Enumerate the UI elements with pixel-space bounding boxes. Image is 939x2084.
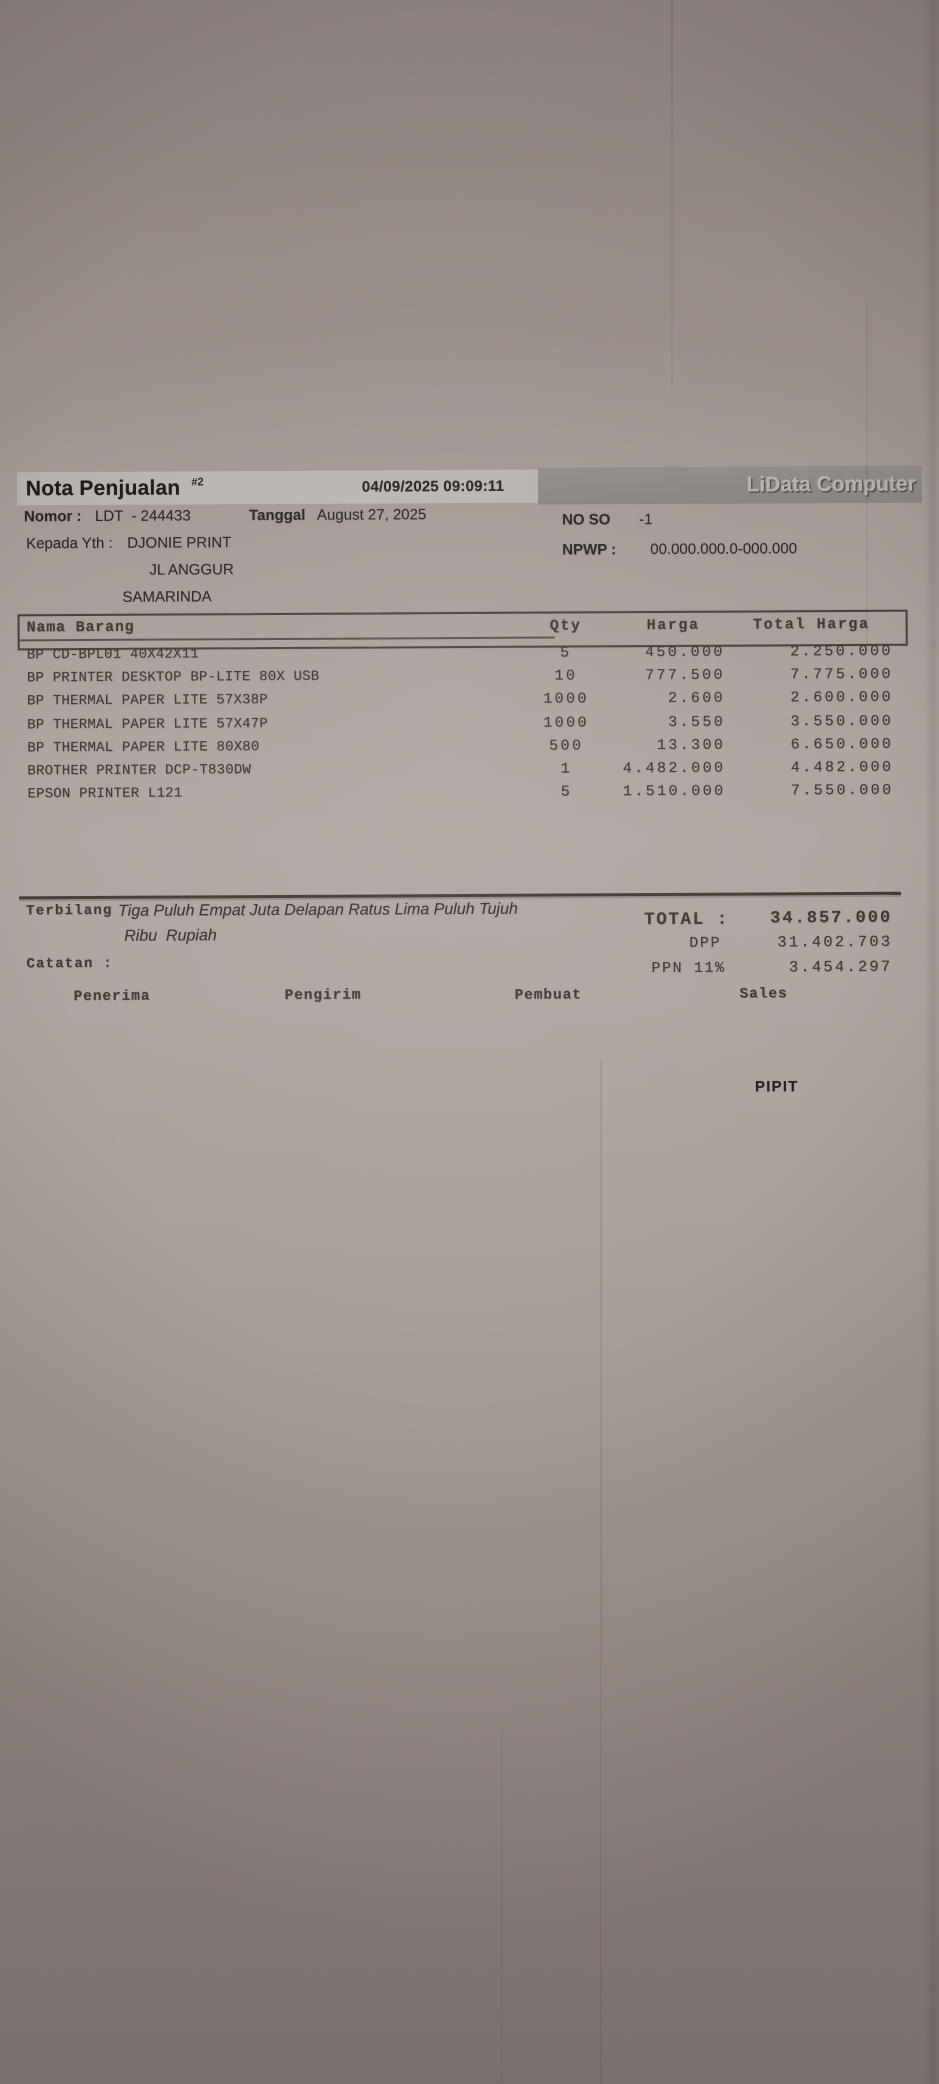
cell-name: BP THERMAL PAPER LITE 80X80 — [27, 738, 260, 757]
ppn-label: PPN 11% — [651, 959, 726, 978]
cell-name: BP THERMAL PAPER LITE 57X38P — [26, 692, 268, 710]
total-value: 34.857.000 — [770, 908, 893, 929]
tanggal-label: Tanggal — [248, 506, 306, 525]
cell-total: 4.482.000 — [790, 758, 894, 777]
cell-name: EPSON PRINTER L121 — [27, 785, 183, 803]
cell-price: 1.510.000 — [622, 782, 726, 801]
total-label: TOTAL : — [644, 909, 729, 931]
table-row: EPSON PRINTER L121 5 1.510.000 7.550.000 — [0, 0, 935, 803]
nomor-value: LDT - 244433 — [94, 507, 191, 525]
document-title: Nota Penjualan — [25, 476, 181, 500]
cell-price: 450.000 — [644, 643, 725, 662]
cell-price: 2.600 — [667, 690, 726, 708]
column-header-total: Total Harga — [752, 615, 870, 634]
summary-divider-rule — [19, 891, 902, 900]
print-timestamp: 04/09/2025 09:09:11 — [361, 477, 505, 496]
noso-value: -1 — [639, 511, 653, 529]
amount-in-words-line2: Ribu Rupiah — [124, 927, 217, 945]
table-row: BP THERMAL PAPER LITE 80X80 500 13.300 6.65… — [0, 0, 935, 757]
catatan-label: Catatan : — [26, 955, 113, 973]
dpp-value: 31.402.703 — [777, 932, 893, 952]
ppn-value: 3.454.297 — [788, 957, 893, 977]
customer-address-line2: JL ANGGUR — [149, 561, 234, 579]
table-row: BP PRINTER DESKTOP BP-LITE 80X USB 10 777.… — [0, 0, 935, 687]
table-row: BP THERMAL PAPER LITE 57X47P 1000 3.550 3.5… — [0, 0, 935, 733]
cell-name: BROTHER PRINTER DCP-T830DW — [27, 762, 252, 780]
noso-label: NO SO — [562, 511, 611, 529]
cell-total: 3.550.000 — [790, 712, 894, 730]
customer-name: DJONIE PRINT — [127, 534, 232, 552]
table-row: BP CD-BPL01 40X42X11 5 450.000 2.250.000 — [0, 0, 935, 664]
cell-price: 777.500 — [645, 666, 725, 685]
npwp-value: 00.000.000.0-000.000 — [650, 540, 798, 559]
nomor-label: Nomor : — [23, 508, 82, 526]
table-row: BP THERMAL PAPER LITE 57X38P 1000 2.600 2.6… — [0, 0, 935, 710]
signature-pembuat: Pembuat — [514, 987, 582, 1004]
cell-total: 2.600.000 — [790, 689, 894, 707]
dpp-label: DPP — [689, 934, 722, 952]
cell-total: 6.650.000 — [790, 735, 894, 754]
cell-name: BP CD-BPL01 40X42X11 — [26, 646, 199, 664]
terbilang-label: Terbilang — [26, 902, 113, 920]
signature-penerima: Penerima — [73, 988, 151, 1006]
title-bar: Nota Penjualan #2 04/09/2025 09:09:11 — [16, 469, 538, 506]
kepada-label: Kepada Yth : — [26, 534, 113, 553]
cell-total: 7.775.000 — [790, 665, 893, 684]
cell-name: BP PRINTER DESKTOP BP-LITE 80X USB — [26, 668, 320, 687]
cell-price: 13.300 — [656, 736, 726, 754]
signature-pengirim: Pengirim — [284, 987, 362, 1004]
cell-total: 7.550.000 — [790, 781, 894, 800]
signature-sales: Sales — [739, 986, 788, 1003]
column-header-price: Harga — [646, 616, 700, 635]
amount-in-words-line1: Tiga Puluh Empat Juta Delapan Ratus Lima… — [118, 900, 518, 920]
cell-price: 4.482.000 — [622, 759, 726, 778]
cell-total: 2.250.000 — [790, 642, 893, 661]
cell-name: BP THERMAL PAPER LITE 57X47P — [27, 715, 269, 733]
tanggal-value: August 27, 2025 — [316, 506, 427, 524]
column-header-name: Nama Barang — [26, 618, 135, 637]
table-row: BROTHER PRINTER DCP-T830DW 1 4.482.000 4.48… — [0, 0, 935, 780]
npwp-label: NPWP : — [562, 541, 617, 559]
sales-person-name: PIPIT — [754, 1078, 799, 1096]
company-logo-text: LiData Computer — [746, 472, 916, 497]
document-title-number: #2 — [191, 475, 204, 488]
cell-price: 3.550 — [668, 713, 726, 731]
customer-address-line3: SAMARINDA — [122, 588, 212, 606]
table-rows: BP CD-BPL01 40X42X11 5 450.000 2.250.000 BP … — [0, 0, 935, 803]
brand-bar: LiData Computer — [537, 465, 922, 505]
